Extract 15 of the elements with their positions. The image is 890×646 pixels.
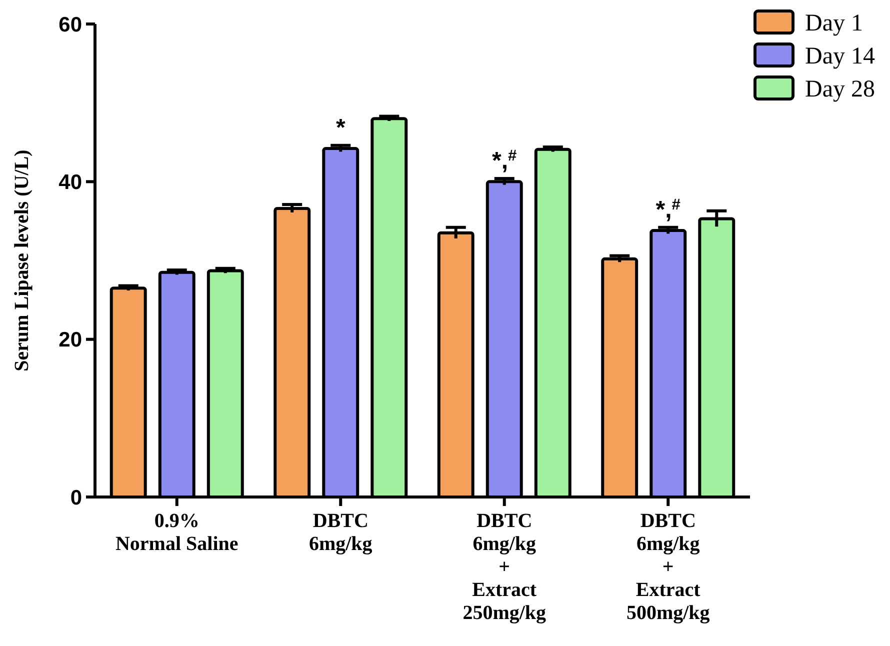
legend-label: Day 14	[805, 43, 875, 70]
legend-label: Day 28	[805, 76, 875, 102]
annotation: *	[336, 114, 346, 142]
annotation: *,$^{#}$	[656, 196, 681, 224]
y-tick-label: 40	[58, 171, 82, 194]
y-tick-label: 60	[58, 13, 82, 36]
y-axis-title: Serum Lipase levels (U/L)	[11, 150, 33, 372]
x-tick-label: DBTC 6mg/kg + Extract 500mg/kg	[626, 510, 710, 624]
y-tick-label: 0	[70, 486, 82, 510]
annotation: *,$^{#}$	[492, 147, 518, 175]
x-tick-label: DBTC 6mg/kg	[308, 510, 372, 555]
y-tick-label: 20	[58, 328, 82, 352]
x-tick-label: 0.9% Normal Saline	[115, 510, 238, 555]
x-tick-label: DBTC 6mg/kg + Extract 250mg/kg	[462, 510, 546, 624]
legend-label: Day 1	[805, 10, 863, 36]
